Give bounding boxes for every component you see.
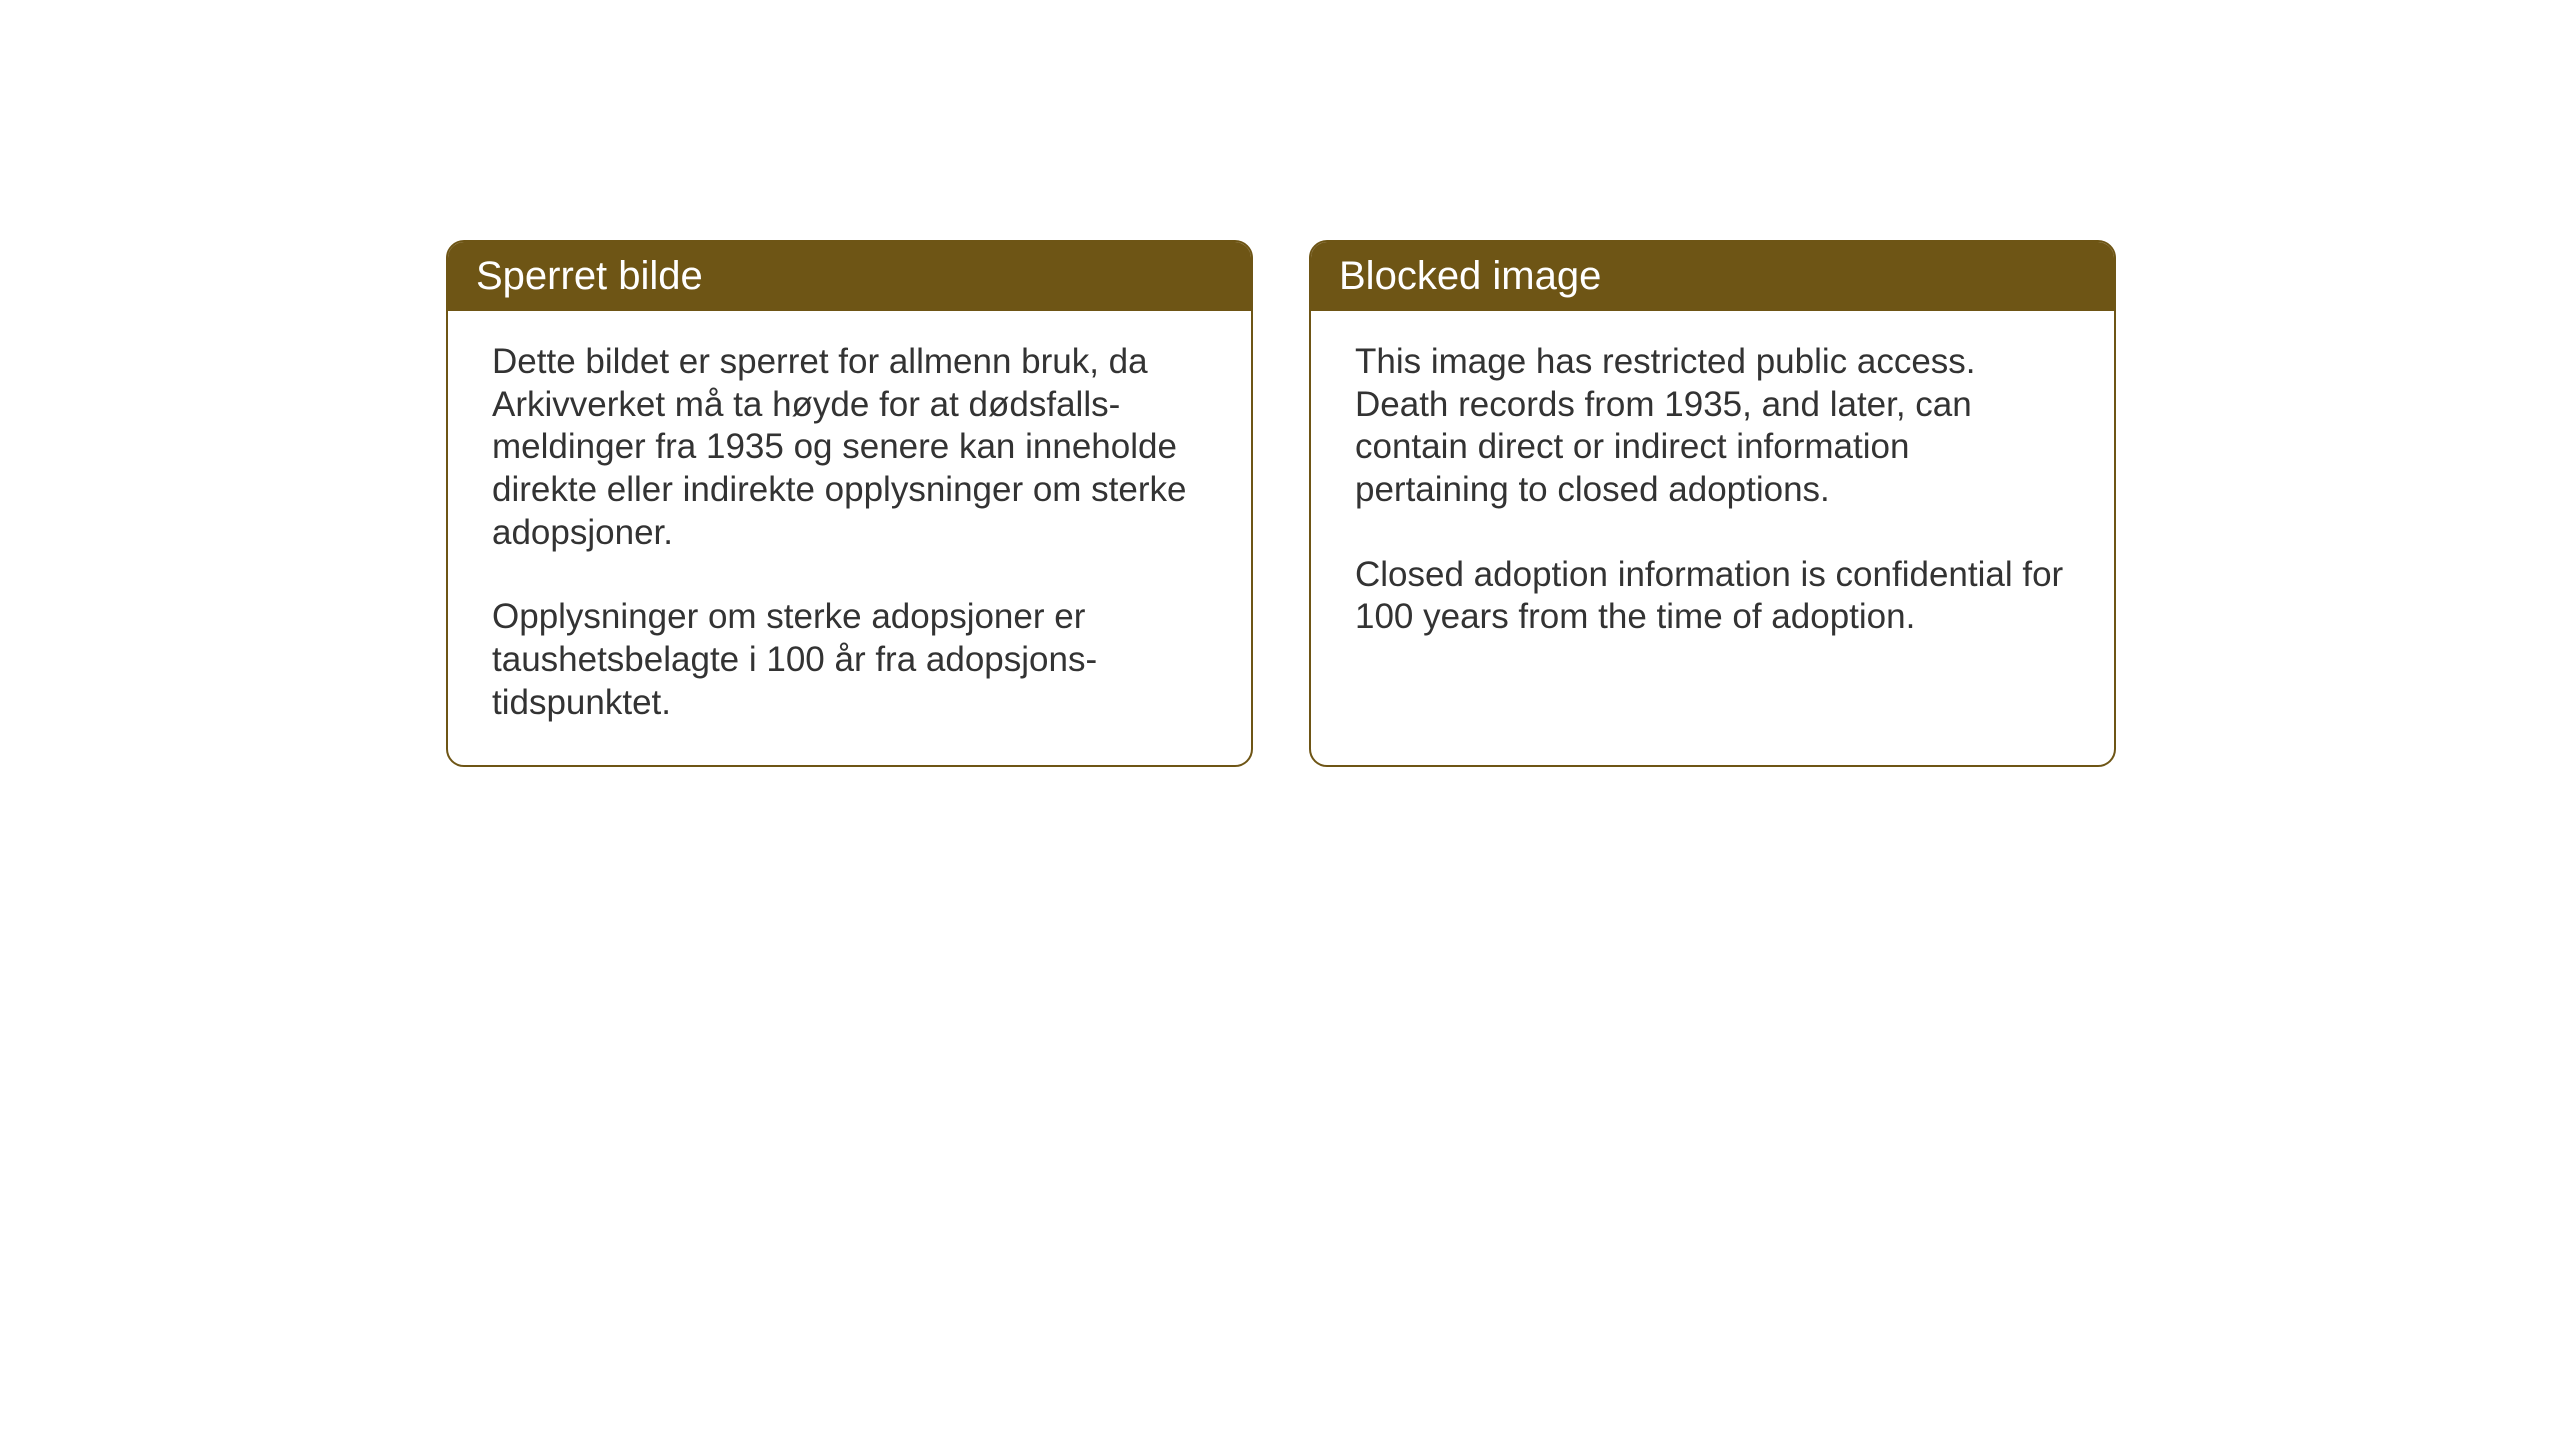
- notice-card-english: Blocked image This image has restricted …: [1309, 240, 2116, 767]
- card-header: Sperret bilde: [448, 242, 1251, 311]
- notice-card-norwegian: Sperret bilde Dette bildet er sperret fo…: [446, 240, 1253, 767]
- notice-paragraph-1: This image has restricted public access.…: [1355, 341, 2070, 512]
- notice-paragraph-1: Dette bildet er sperret for allmenn bruk…: [492, 341, 1207, 554]
- card-title: Blocked image: [1339, 254, 1601, 298]
- card-body: This image has restricted public access.…: [1311, 311, 2114, 751]
- card-header: Blocked image: [1311, 242, 2114, 311]
- notice-paragraph-2: Opplysninger om sterke adopsjoner er tau…: [492, 596, 1207, 724]
- notice-paragraph-2: Closed adoption information is confident…: [1355, 554, 2070, 639]
- card-body: Dette bildet er sperret for allmenn bruk…: [448, 311, 1251, 765]
- notice-cards-container: Sperret bilde Dette bildet er sperret fo…: [446, 240, 2116, 767]
- card-title: Sperret bilde: [476, 254, 703, 298]
